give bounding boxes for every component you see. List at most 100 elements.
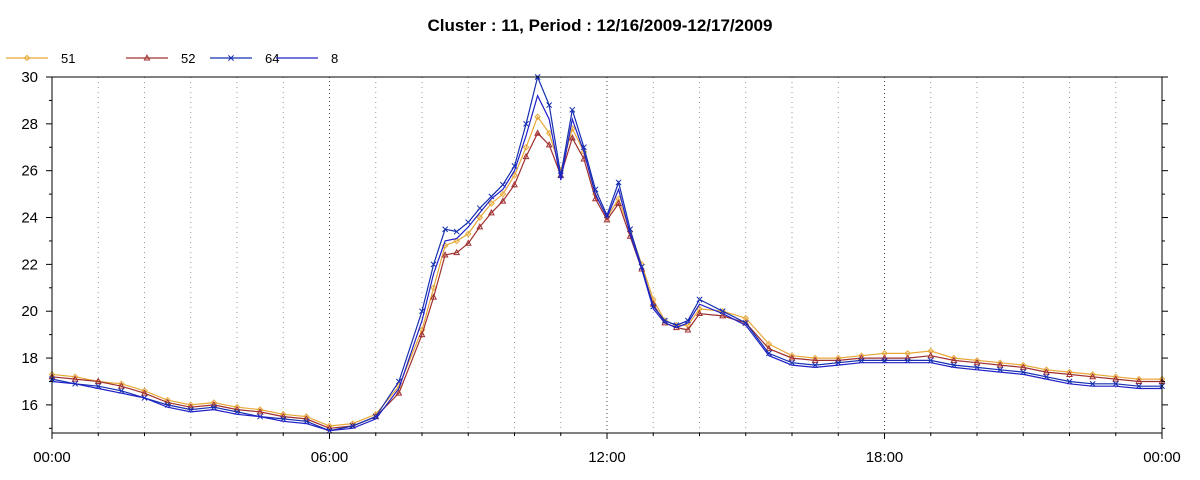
data-point xyxy=(545,129,553,137)
data-point xyxy=(603,216,611,223)
data-point xyxy=(811,356,819,363)
chart-title: Cluster : 11, Period : 12/16/2009-12/17/… xyxy=(428,16,773,35)
data-point xyxy=(973,358,981,366)
data-point xyxy=(626,232,634,239)
data-point xyxy=(143,54,151,61)
data-point xyxy=(568,134,576,141)
data-point xyxy=(684,317,691,324)
data-point xyxy=(1042,368,1050,375)
legend: 51 52 64 8 xyxy=(6,51,338,66)
data-point xyxy=(94,377,102,384)
data-point xyxy=(522,152,530,160)
data-point xyxy=(499,190,507,198)
data-point xyxy=(522,143,530,151)
grid xyxy=(97,77,1117,433)
data-point xyxy=(534,113,541,121)
data-point xyxy=(453,248,461,256)
x-tick-label: 12:00 xyxy=(588,449,626,466)
data-point xyxy=(441,251,449,258)
series-line-51 xyxy=(51,115,1162,427)
y-tick-label: 22 xyxy=(21,256,38,273)
data-point xyxy=(487,208,495,216)
data-point xyxy=(615,199,623,206)
y-tick-label: 16 xyxy=(21,397,38,414)
legend-label: 51 xyxy=(61,51,75,66)
data-point xyxy=(684,326,692,333)
data-point xyxy=(1112,380,1119,387)
data-point xyxy=(442,226,449,233)
data-point xyxy=(765,350,772,357)
series-8 xyxy=(51,94,1162,432)
data-point xyxy=(499,197,507,204)
data-point xyxy=(591,194,599,202)
data-point xyxy=(210,404,217,411)
data-point xyxy=(719,312,727,319)
data-point xyxy=(464,230,472,238)
data-point xyxy=(950,356,958,363)
legend-item-51: 51 xyxy=(6,51,75,66)
data-point xyxy=(1112,375,1120,382)
data-point xyxy=(23,54,31,62)
y-tick-label: 24 xyxy=(21,210,38,227)
data-point xyxy=(1019,363,1027,370)
axes: 00:00 06:00 12:00 18:00 00:00 16 18 20 22 24 26 28 3… xyxy=(21,69,1180,466)
data-point xyxy=(430,284,437,292)
data-point xyxy=(696,309,703,317)
data-point xyxy=(523,120,530,127)
data-point xyxy=(94,378,102,385)
series-line-8 xyxy=(51,94,1162,432)
data-point xyxy=(546,102,553,109)
legend-label: 64 xyxy=(265,51,279,66)
data-point xyxy=(71,375,79,382)
data-point xyxy=(545,141,553,148)
x-tick-label: 06:00 xyxy=(311,449,349,466)
data-point xyxy=(430,293,438,300)
data-point xyxy=(765,344,773,352)
y-tick-label: 28 xyxy=(21,116,38,133)
data-point xyxy=(476,214,484,221)
data-point xyxy=(488,200,495,207)
data-point xyxy=(228,55,234,61)
data-point xyxy=(696,296,703,303)
data-point xyxy=(488,193,495,200)
data-point xyxy=(511,180,518,188)
legend-item-52: 52 xyxy=(126,51,195,66)
data-point xyxy=(788,354,796,361)
y-tick-label: 30 xyxy=(21,69,38,86)
data-point xyxy=(453,237,460,245)
data-point xyxy=(418,330,426,338)
series-layer xyxy=(48,74,1166,434)
data-point xyxy=(996,361,1004,368)
data-point xyxy=(476,223,484,230)
x-tick-label: 18:00 xyxy=(866,449,904,466)
x-tick-label: 00:00 xyxy=(1143,449,1181,466)
data-point xyxy=(1135,377,1143,384)
data-point xyxy=(372,413,379,420)
data-point xyxy=(141,389,148,396)
data-point xyxy=(464,239,472,246)
data-point xyxy=(395,389,403,396)
data-point xyxy=(661,317,668,324)
data-point xyxy=(453,228,460,235)
data-point xyxy=(615,179,622,186)
data-point xyxy=(1089,372,1097,380)
data-point xyxy=(569,106,576,113)
legend-item-64: 64 xyxy=(210,51,279,66)
x-tick-label: 00:00 xyxy=(33,449,71,466)
y-tick-label: 18 xyxy=(21,350,38,367)
legend-label: 8 xyxy=(331,51,338,66)
plot-frame xyxy=(51,76,1163,434)
y-tick-label: 26 xyxy=(21,163,38,180)
data-point xyxy=(580,148,588,156)
data-point xyxy=(927,351,935,359)
data-point xyxy=(256,408,264,415)
y-tick-label: 20 xyxy=(21,303,38,320)
legend-label: 52 xyxy=(181,51,195,66)
data-point xyxy=(430,261,437,268)
legend-item-8: 8 xyxy=(276,51,338,66)
data-point xyxy=(117,382,125,389)
data-point xyxy=(534,129,542,136)
series-line-52 xyxy=(51,132,1162,429)
data-point xyxy=(1066,370,1073,377)
